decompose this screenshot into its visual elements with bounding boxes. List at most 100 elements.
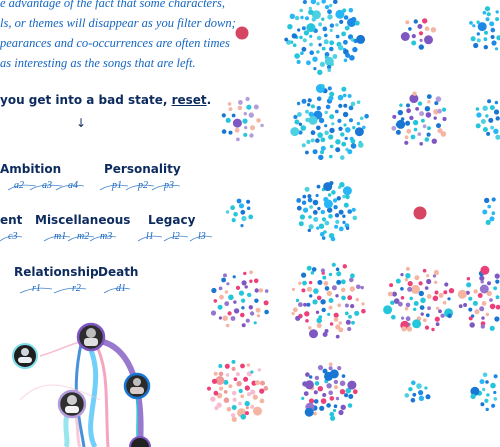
song-dot[interactable] (447, 297, 451, 301)
song-dot[interactable] (329, 28, 333, 32)
character-node[interactable] (76, 322, 106, 352)
song-dot[interactable] (233, 377, 238, 382)
song-dot[interactable] (293, 114, 298, 120)
song-dot[interactable] (440, 313, 445, 318)
song-dot[interactable] (392, 291, 397, 297)
song-dot[interactable] (327, 14, 333, 20)
song-dot[interactable] (256, 314, 261, 318)
song-dot[interactable] (399, 103, 403, 107)
song-dot[interactable] (319, 405, 325, 411)
song-dot[interactable] (245, 406, 249, 410)
song-dot[interactable] (298, 130, 303, 135)
song-dot[interactable] (458, 304, 463, 309)
song-dot[interactable] (322, 275, 327, 280)
song-dot[interactable] (309, 42, 313, 47)
song-dot[interactable] (297, 112, 302, 117)
song-dot[interactable] (216, 392, 223, 399)
song-dot[interactable] (319, 231, 325, 237)
song-dot[interactable] (329, 154, 333, 159)
song-dot[interactable] (249, 311, 255, 316)
song-dot[interactable] (422, 124, 427, 129)
song-cluster[interactable] (482, 197, 496, 225)
song-dot[interactable] (404, 135, 409, 140)
song-dot[interactable] (240, 298, 246, 303)
song-dot[interactable] (425, 112, 432, 118)
song-dot[interactable] (486, 290, 492, 297)
song-cluster[interactable] (210, 270, 269, 328)
song-dot[interactable] (484, 398, 489, 403)
song-dot[interactable] (321, 84, 325, 88)
song-dot[interactable] (434, 290, 439, 295)
song-dot[interactable] (307, 103, 311, 107)
song-dot[interactable] (413, 206, 427, 220)
song-dot[interactable] (485, 407, 489, 412)
song-dot[interactable] (405, 273, 411, 279)
song-dot[interactable] (390, 300, 395, 305)
song-dot[interactable] (339, 182, 345, 188)
song-dot[interactable] (240, 394, 245, 399)
song-dot[interactable] (489, 21, 495, 27)
song-dot[interactable] (316, 184, 321, 189)
song-dot[interactable] (338, 226, 344, 232)
song-dot[interactable] (255, 380, 260, 386)
song-dot[interactable] (324, 33, 328, 38)
song-dot[interactable] (342, 111, 349, 118)
song-dot[interactable] (332, 408, 337, 413)
song-dot[interactable] (475, 107, 480, 111)
song-dot[interactable] (249, 133, 254, 138)
song-dot[interactable] (333, 379, 339, 385)
song-dot[interactable] (329, 181, 334, 186)
song-dot[interactable] (419, 111, 425, 117)
song-dot[interactable] (334, 213, 340, 218)
song-dot[interactable] (395, 122, 400, 127)
song-dot[interactable] (360, 285, 364, 290)
song-dot[interactable] (231, 405, 237, 410)
song-dot[interactable] (352, 215, 358, 221)
song-dot[interactable] (333, 205, 338, 210)
song-dot[interactable] (301, 200, 307, 205)
song-dot[interactable] (442, 116, 447, 122)
song-dot[interactable] (411, 380, 416, 386)
character-node[interactable] (57, 389, 87, 419)
song-dot[interactable] (404, 140, 409, 145)
song-dot[interactable] (473, 42, 479, 49)
song-dot[interactable] (444, 282, 449, 287)
song-dot[interactable] (470, 393, 476, 400)
song-dot[interactable] (323, 196, 329, 203)
song-dot[interactable] (253, 406, 262, 416)
song-dot[interactable] (228, 107, 233, 111)
song-dot[interactable] (313, 217, 319, 222)
song-dot[interactable] (341, 141, 347, 147)
song-dot[interactable] (466, 277, 471, 281)
song-dot[interactable] (432, 274, 437, 278)
song-dot[interactable] (422, 268, 427, 273)
song-dot[interactable] (342, 214, 346, 218)
song-dot[interactable] (324, 5, 330, 10)
reset-link[interactable]: reset (171, 93, 207, 107)
song-dot[interactable] (245, 318, 250, 323)
song-dot[interactable] (290, 127, 300, 137)
song-dot[interactable] (308, 326, 312, 330)
song-dot[interactable] (300, 125, 307, 131)
song-dot[interactable] (438, 292, 444, 298)
song-dot[interactable] (301, 98, 307, 104)
song-dot[interactable] (405, 266, 410, 271)
song-dot[interactable] (495, 116, 500, 121)
song-cluster[interactable] (235, 26, 249, 40)
song-dot[interactable] (412, 392, 417, 397)
song-cluster[interactable] (469, 6, 500, 51)
song-dot[interactable] (335, 267, 340, 272)
song-dot[interactable] (356, 284, 361, 290)
song-dot[interactable] (246, 104, 252, 110)
song-dot[interactable] (433, 116, 437, 120)
song-dot[interactable] (352, 46, 358, 53)
song-dot[interactable] (319, 61, 325, 67)
song-dot[interactable] (393, 298, 400, 304)
song-dot[interactable] (316, 125, 321, 131)
song-dot[interactable] (330, 415, 336, 421)
song-dot[interactable] (482, 105, 488, 111)
song-dot[interactable] (226, 406, 232, 412)
song-dot[interactable] (328, 390, 334, 396)
song-dot[interactable] (309, 34, 313, 39)
song-dot[interactable] (329, 46, 334, 52)
